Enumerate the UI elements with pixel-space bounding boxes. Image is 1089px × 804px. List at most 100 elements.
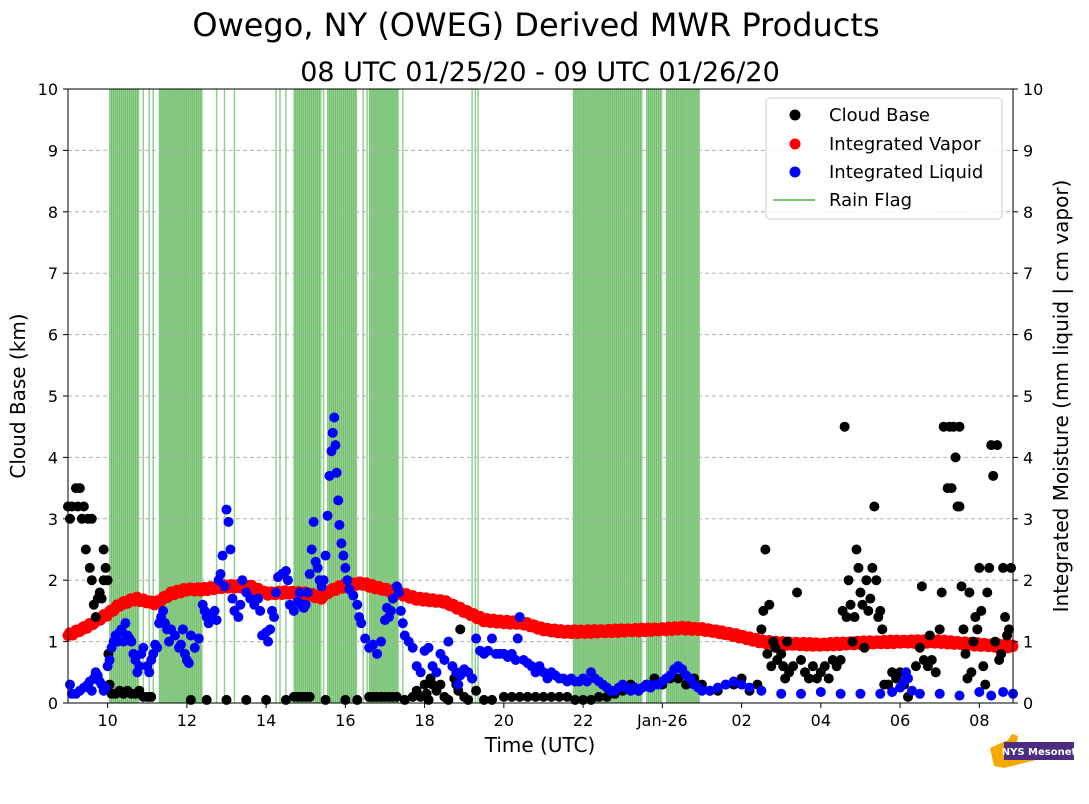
legend-marker-cloud-base: [789, 109, 801, 121]
liquid-point: [138, 642, 149, 653]
cloud-base-point: [391, 691, 402, 702]
liquid-point: [294, 587, 305, 598]
cloud-base-point: [980, 679, 991, 690]
liquid-point: [175, 639, 186, 650]
cloud-base-point: [936, 587, 947, 598]
liquid-point: [796, 688, 807, 699]
liquid-point: [348, 590, 359, 601]
liquid-point: [304, 569, 315, 580]
liquid-point: [336, 538, 347, 549]
cloud-base-point: [280, 694, 291, 705]
liquid-point: [235, 599, 246, 610]
liquid-point: [318, 575, 329, 586]
x-tick-label: 12: [177, 711, 197, 730]
liquid-point: [756, 685, 767, 696]
cloud-base-point: [102, 575, 113, 586]
liquid-point: [329, 412, 340, 423]
cloud-base-point: [90, 612, 101, 623]
cloud-base-point: [992, 440, 1003, 451]
liquid-point: [334, 519, 345, 530]
logo-banner: [1004, 742, 1074, 760]
y-tick-label-right: 0: [1023, 694, 1033, 713]
cloud-base-point: [96, 593, 107, 604]
liquid-point: [330, 440, 341, 451]
x-tick-label: 18: [414, 711, 434, 730]
cloud-base-point: [74, 483, 85, 494]
liquid-point: [265, 624, 276, 635]
y-tick-label-left: 8: [48, 203, 58, 222]
y-tick-label-right: 7: [1023, 264, 1033, 283]
liquid-point: [835, 688, 846, 699]
liquid-point: [219, 581, 230, 592]
cloud-base-point: [823, 673, 834, 684]
cloud-base-point: [930, 667, 941, 678]
x-axis-label: Time (UTC): [484, 733, 596, 757]
liquid-point: [144, 667, 155, 678]
cloud-base-point: [960, 648, 971, 659]
liquid-point: [439, 655, 450, 666]
y-tick-label-left: 0: [48, 694, 58, 713]
liquid-point: [934, 688, 945, 699]
liquid-point: [253, 593, 264, 604]
liquid-point: [875, 688, 886, 699]
cloud-base-point: [514, 691, 525, 702]
liquid-point: [998, 686, 1009, 697]
cloud-base-point: [498, 691, 509, 702]
liquid-point: [397, 618, 408, 629]
liquid-point: [126, 636, 137, 647]
liquid-point: [152, 642, 163, 653]
liquid-point: [443, 636, 454, 647]
liquid-point: [134, 661, 145, 672]
liquid-point: [954, 690, 965, 701]
cloud-base-point: [770, 642, 781, 653]
cloud-base-point: [78, 501, 89, 512]
liquid-point: [736, 679, 747, 690]
liquid-point: [453, 679, 464, 690]
liquid-point: [227, 593, 238, 604]
y-axis-right-label: Integrated Moisture (mm liquid | cm vapo…: [1049, 180, 1073, 613]
liquid-point: [471, 633, 482, 644]
liquid-point: [312, 562, 323, 573]
x-tick-label: 14: [256, 711, 276, 730]
x-tick-label: 22: [573, 711, 593, 730]
cloud-base-point: [853, 562, 864, 573]
cloud-base-point: [1004, 624, 1015, 635]
x-tick-label: 20: [494, 711, 514, 730]
series-layer: [62, 412, 1019, 705]
x-tick-label: 16: [335, 711, 355, 730]
liquid-point: [914, 688, 925, 699]
cloud-base-point: [435, 679, 446, 690]
y-tick-label-left: 10: [38, 80, 58, 99]
cloud-base-point: [463, 694, 474, 705]
liquid-point: [696, 685, 707, 696]
cloud-base-point: [506, 691, 517, 702]
cloud-base-point: [807, 661, 818, 672]
y-tick-label-left: 1: [48, 633, 58, 652]
cloud-base-point: [80, 544, 91, 555]
liquid-point: [514, 612, 525, 623]
liquid-point: [233, 612, 244, 623]
liquid-point: [887, 686, 898, 697]
legend-marker-integrated-liquid: [789, 166, 801, 178]
cloud-base-point: [100, 562, 111, 573]
cloud-base-point: [845, 599, 856, 610]
cloud-base-point: [352, 694, 363, 705]
cloud-base-point: [486, 694, 497, 705]
y-tick-label-left: 9: [48, 141, 58, 160]
cloud-base-point: [877, 624, 888, 635]
cloud-base-point: [320, 694, 331, 705]
cloud-base-point: [778, 661, 789, 672]
cloud-base-point: [857, 599, 868, 610]
cloud-base-point: [201, 694, 212, 705]
cloud-base-point: [859, 642, 870, 653]
cloud-base-point: [984, 562, 995, 573]
liquid-point: [302, 587, 313, 598]
cloud-base-point: [847, 636, 858, 647]
liquid-point: [104, 655, 115, 666]
cloud-base-point: [849, 612, 860, 623]
cloud-base-point: [910, 661, 921, 672]
cloud-base-point: [530, 691, 541, 702]
liquid-point: [815, 686, 826, 697]
cloud-base-point: [796, 655, 807, 666]
liquid-point: [340, 562, 351, 573]
